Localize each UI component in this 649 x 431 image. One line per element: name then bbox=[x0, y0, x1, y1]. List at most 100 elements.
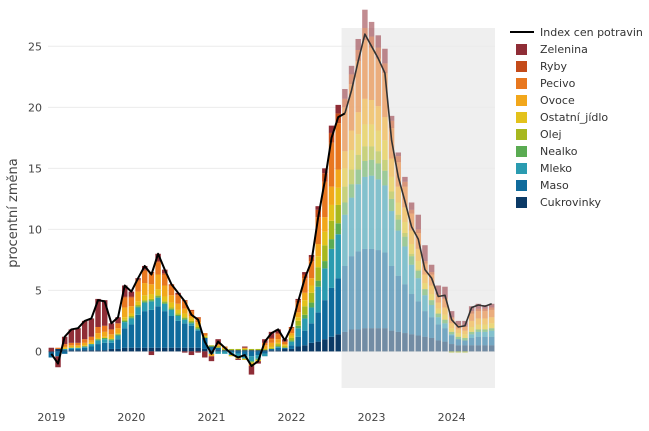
bar-segment bbox=[128, 297, 135, 307]
bar-segment bbox=[61, 351, 68, 354]
bar-segment bbox=[268, 348, 275, 351]
bar-segment bbox=[168, 309, 175, 316]
bar-segment bbox=[468, 337, 475, 346]
bar-segment bbox=[308, 261, 315, 279]
bar-segment bbox=[348, 184, 355, 198]
bar-segment bbox=[101, 350, 108, 352]
legend-label[interactable]: Maso bbox=[540, 179, 569, 192]
bar-segment bbox=[48, 347, 55, 352]
bar-segment bbox=[202, 336, 208, 338]
bar-segment bbox=[195, 326, 201, 329]
bar-segment bbox=[68, 329, 75, 343]
bar-segment bbox=[235, 350, 241, 352]
bar-segment bbox=[388, 176, 395, 192]
bar-segment bbox=[475, 311, 482, 319]
bar-segment bbox=[342, 265, 348, 332]
bar-segment bbox=[422, 274, 428, 284]
bar-segment bbox=[135, 305, 141, 307]
bar-segment bbox=[408, 209, 415, 214]
bar-segment bbox=[422, 295, 428, 312]
bar-segment bbox=[235, 348, 241, 351]
legend-label[interactable]: Zelenina bbox=[540, 43, 588, 56]
bar-segment bbox=[135, 307, 141, 315]
bar-segment bbox=[415, 335, 422, 352]
bar-segment bbox=[95, 298, 101, 327]
bar-segment bbox=[135, 291, 141, 302]
legend-swatch bbox=[516, 61, 527, 72]
bar-segment bbox=[108, 329, 115, 335]
bar-segment bbox=[195, 347, 201, 352]
bar-segment bbox=[355, 184, 361, 252]
bar-segment bbox=[95, 333, 101, 338]
legend-label[interactable]: Cukrovinky bbox=[540, 196, 602, 209]
bar-segment bbox=[155, 306, 161, 348]
bar-segment bbox=[342, 89, 348, 99]
bar-segment bbox=[255, 348, 261, 351]
bar-segment bbox=[422, 336, 428, 352]
bar-segment bbox=[282, 346, 288, 348]
bar-segment bbox=[108, 340, 115, 343]
bar-segment bbox=[322, 300, 328, 340]
bar-segment bbox=[175, 316, 181, 321]
bar-segment bbox=[375, 151, 381, 164]
bar-segment bbox=[482, 324, 488, 330]
bar-segment bbox=[202, 348, 208, 352]
y-tick-label: 0 bbox=[35, 345, 42, 358]
bar-segment bbox=[315, 206, 321, 210]
bar-segment bbox=[302, 272, 308, 275]
bar-segment bbox=[322, 168, 328, 174]
bar-segment bbox=[302, 300, 308, 307]
bar-segment bbox=[335, 204, 341, 224]
bar-segment bbox=[462, 351, 468, 353]
bar-segment bbox=[455, 333, 462, 337]
bar-segment bbox=[295, 328, 301, 337]
bar-segment bbox=[402, 181, 408, 187]
bar-segment bbox=[342, 168, 348, 187]
legend-label[interactable]: Nealko bbox=[540, 145, 578, 158]
bar-segment bbox=[355, 169, 361, 185]
legend-label[interactable]: Index cen potravin bbox=[540, 26, 643, 39]
bar-segment bbox=[435, 308, 442, 314]
bar-segment bbox=[388, 265, 395, 331]
bar-segment bbox=[315, 286, 321, 313]
bar-segment bbox=[222, 351, 228, 354]
bar-segment bbox=[262, 350, 268, 352]
x-tick-label: 2021 bbox=[197, 411, 225, 424]
bar-segment bbox=[228, 350, 235, 352]
bar-segment bbox=[415, 214, 422, 230]
bar-segment bbox=[128, 318, 135, 325]
bar-segment bbox=[188, 325, 195, 348]
bar-segment bbox=[128, 317, 135, 319]
bar-segment bbox=[121, 347, 128, 352]
bar-segment bbox=[462, 320, 468, 326]
bar-segment bbox=[402, 207, 408, 223]
bar-segment bbox=[408, 230, 415, 244]
bar-segment bbox=[95, 344, 101, 351]
bar-segment bbox=[482, 318, 488, 325]
bar-segment bbox=[322, 339, 328, 352]
bar-segment bbox=[388, 198, 395, 212]
bar-segment bbox=[255, 355, 261, 359]
legend[interactable]: Index cen potravin Zelenina Ryby Pecivo Ovoc… bbox=[510, 26, 643, 209]
legend-label[interactable]: Ovoce bbox=[540, 94, 575, 107]
legend-label[interactable]: Pecivo bbox=[540, 77, 576, 90]
legend-label[interactable]: Ryby bbox=[540, 60, 568, 73]
bar-segment bbox=[435, 295, 442, 303]
bar-segment bbox=[335, 169, 341, 188]
bar-segment bbox=[455, 324, 462, 326]
bar-segment bbox=[128, 316, 135, 318]
bar-segment bbox=[368, 175, 375, 249]
bar-segment bbox=[188, 322, 195, 324]
bar-segment bbox=[128, 296, 135, 298]
bar-segment bbox=[61, 350, 68, 352]
bar-segment bbox=[362, 124, 368, 147]
bar-segment bbox=[488, 309, 495, 318]
legend-label[interactable]: Mleko bbox=[540, 162, 572, 175]
bar-segment bbox=[208, 346, 215, 351]
legend-label[interactable]: Olej bbox=[540, 128, 562, 141]
bar-segment bbox=[362, 40, 368, 99]
bar-segment bbox=[202, 333, 208, 336]
bar-segment bbox=[402, 246, 408, 285]
legend-label[interactable]: Ostatní_jídlo bbox=[540, 111, 608, 124]
bar-segment bbox=[68, 347, 75, 349]
